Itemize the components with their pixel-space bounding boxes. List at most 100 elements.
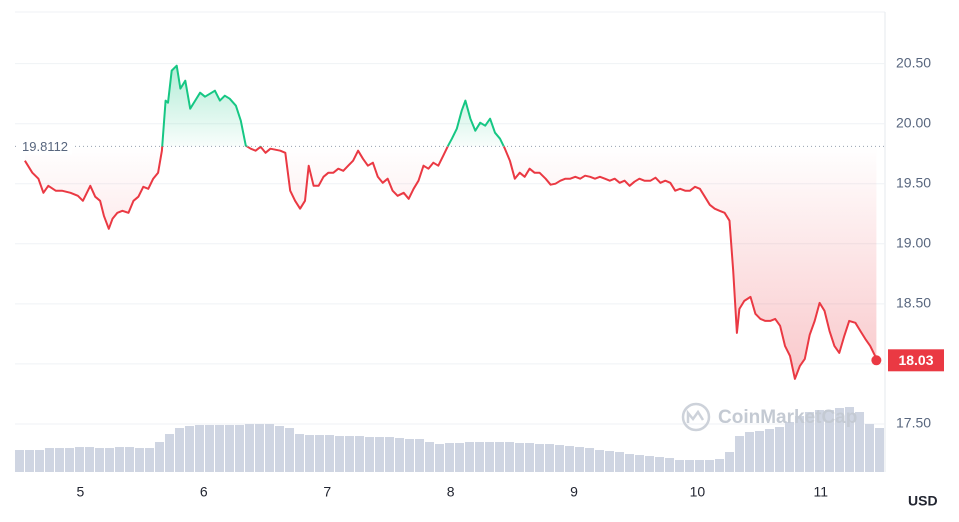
volume-bar bbox=[115, 447, 124, 472]
volume-bar bbox=[505, 442, 514, 472]
y-tick-label: 17.50 bbox=[896, 415, 931, 431]
x-tick-label: 10 bbox=[690, 484, 706, 500]
volume-bar bbox=[15, 450, 24, 472]
price-area bbox=[24, 65, 877, 379]
volume-bar bbox=[705, 460, 714, 472]
volume-bar bbox=[305, 435, 314, 472]
volume-bar bbox=[555, 445, 564, 472]
volume-bar bbox=[835, 408, 844, 472]
volume-bar bbox=[385, 437, 394, 472]
volume-bar bbox=[875, 428, 884, 472]
volume-bar bbox=[615, 452, 624, 472]
y-tick-label: 20.00 bbox=[896, 114, 931, 130]
volume-bar bbox=[185, 426, 194, 472]
volume-bar bbox=[85, 447, 94, 472]
volume-bar bbox=[655, 457, 664, 472]
volume-bar bbox=[495, 442, 504, 472]
price-line bbox=[24, 64, 878, 380]
volume-bar bbox=[445, 443, 454, 472]
volume-bar bbox=[395, 438, 404, 472]
volume-bar bbox=[325, 435, 334, 472]
last-point bbox=[871, 355, 882, 366]
volume-bar bbox=[365, 437, 374, 472]
volume-bar bbox=[335, 436, 344, 472]
volume-bar bbox=[815, 410, 824, 472]
volume-bar bbox=[665, 458, 674, 472]
volume-bar bbox=[535, 444, 544, 472]
volume-bar bbox=[125, 447, 134, 472]
x-tick-label: 5 bbox=[77, 484, 85, 500]
volume-bar bbox=[75, 447, 84, 472]
x-tick-label: 6 bbox=[200, 484, 208, 500]
volume-bar bbox=[595, 450, 604, 472]
volume-bar bbox=[845, 407, 854, 472]
volume-bar bbox=[105, 448, 114, 472]
volume-bar bbox=[775, 427, 784, 472]
volume-bar bbox=[725, 452, 734, 472]
volume-bar bbox=[605, 451, 614, 472]
volume-bar bbox=[215, 425, 224, 472]
volume-bar bbox=[245, 424, 254, 472]
volume-bar bbox=[715, 459, 724, 472]
volume-bar bbox=[475, 442, 484, 472]
volume-bar bbox=[195, 425, 204, 472]
volume-bar bbox=[675, 460, 684, 472]
volume-bar bbox=[375, 437, 384, 472]
watermark-logo bbox=[681, 402, 711, 432]
y-tick-label: 18.50 bbox=[896, 295, 931, 311]
volume-bar bbox=[525, 443, 534, 472]
plot: 19.8112 18.03 bbox=[15, 64, 944, 380]
volume-bar bbox=[235, 425, 244, 472]
x-tick-label: 9 bbox=[570, 484, 578, 500]
volume-bar bbox=[45, 448, 54, 472]
volume-bar bbox=[625, 454, 634, 472]
volume-bar bbox=[295, 434, 304, 472]
volume-bar bbox=[645, 456, 654, 472]
volume-bar bbox=[25, 450, 34, 472]
volume-bar bbox=[35, 450, 44, 472]
volume-bar bbox=[425, 442, 434, 472]
reference-label-bg bbox=[18, 137, 72, 155]
x-tick-label: 8 bbox=[447, 484, 455, 500]
y-tick-label: 19.50 bbox=[896, 174, 931, 190]
volume-bar bbox=[515, 443, 524, 472]
volume-bar bbox=[855, 412, 864, 472]
volume bbox=[15, 407, 884, 472]
volume-bar bbox=[155, 442, 164, 472]
volume-bar bbox=[795, 416, 804, 472]
watermark-text: CoinMarketCap bbox=[718, 407, 857, 428]
volume-bar bbox=[745, 432, 754, 472]
volume-bar bbox=[145, 448, 154, 472]
volume-bar bbox=[755, 431, 764, 472]
volume-bar bbox=[735, 436, 744, 472]
volume-bar bbox=[405, 439, 414, 472]
x-tick-label: 11 bbox=[814, 484, 829, 500]
volume-bar bbox=[275, 426, 284, 472]
volume-bar bbox=[455, 443, 464, 472]
price-badge-label: 18.03 bbox=[898, 352, 933, 368]
volume-bar bbox=[435, 444, 444, 472]
volume-bar bbox=[135, 448, 144, 472]
volume-bar bbox=[685, 460, 694, 472]
volume-bar bbox=[55, 448, 64, 472]
volume-bar bbox=[765, 429, 774, 472]
volume-bar bbox=[695, 460, 704, 472]
volume-bar bbox=[225, 425, 234, 472]
volume-bar bbox=[805, 412, 814, 472]
volume-bar bbox=[865, 424, 874, 472]
volume-bar bbox=[465, 442, 474, 472]
volume-bar bbox=[415, 439, 424, 472]
volume-bar bbox=[785, 422, 794, 472]
volume-bar bbox=[265, 424, 274, 472]
x-tick-label: 7 bbox=[323, 484, 331, 500]
watermark-logo bbox=[686, 409, 705, 423]
volume-bar bbox=[165, 434, 174, 472]
volume-bar bbox=[175, 428, 184, 472]
volume-bar bbox=[65, 448, 74, 472]
volume-bar bbox=[635, 455, 644, 472]
volume-bar bbox=[825, 410, 834, 472]
volume-bar bbox=[545, 444, 554, 472]
volume-bar bbox=[565, 446, 574, 472]
watermark: CoinMarketCap bbox=[681, 402, 857, 432]
